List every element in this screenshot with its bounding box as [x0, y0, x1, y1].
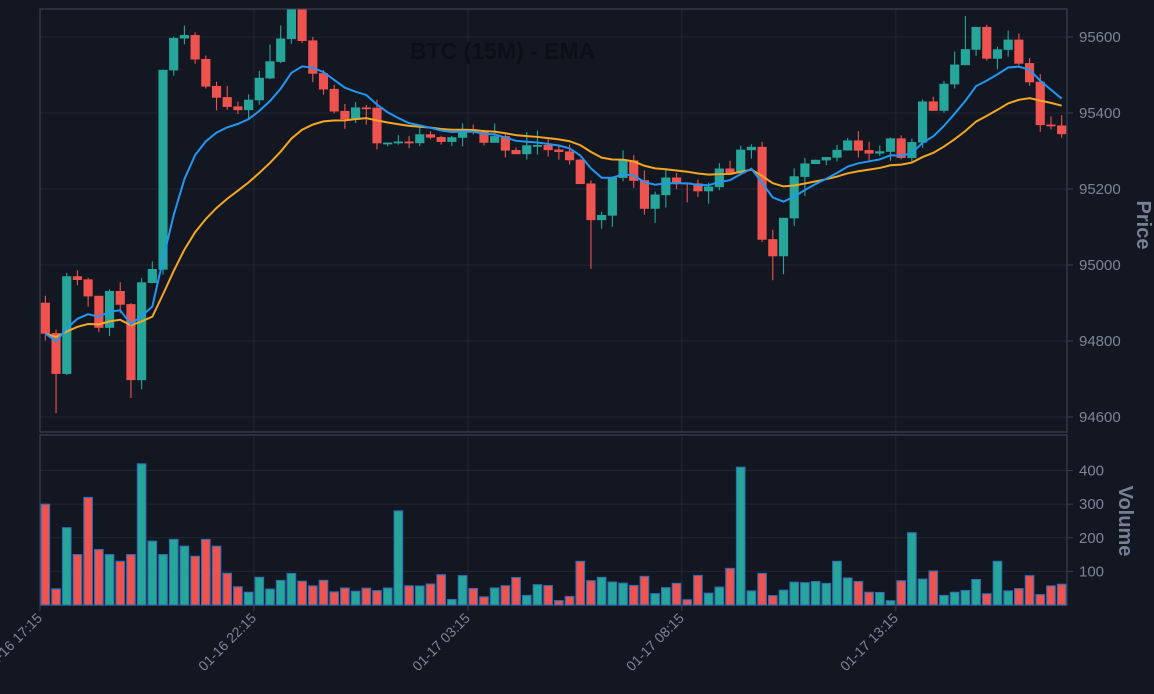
svg-text:95000: 95000: [1079, 257, 1121, 274]
svg-text:95400: 95400: [1079, 105, 1121, 122]
svg-text:94800: 94800: [1079, 333, 1121, 350]
svg-text:400: 400: [1079, 463, 1104, 480]
svg-text:Volume: Volume: [1114, 486, 1136, 557]
svg-text:95200: 95200: [1079, 181, 1121, 198]
svg-text:100: 100: [1079, 563, 1104, 580]
svg-text:95600: 95600: [1079, 29, 1121, 46]
svg-text:200: 200: [1079, 530, 1104, 547]
svg-text:300: 300: [1079, 496, 1104, 513]
svg-text:Price: Price: [1132, 201, 1154, 250]
svg-text:BTC (15M) - EMA: BTC (15M) - EMA: [410, 38, 595, 64]
svg-text:94600: 94600: [1079, 409, 1121, 426]
